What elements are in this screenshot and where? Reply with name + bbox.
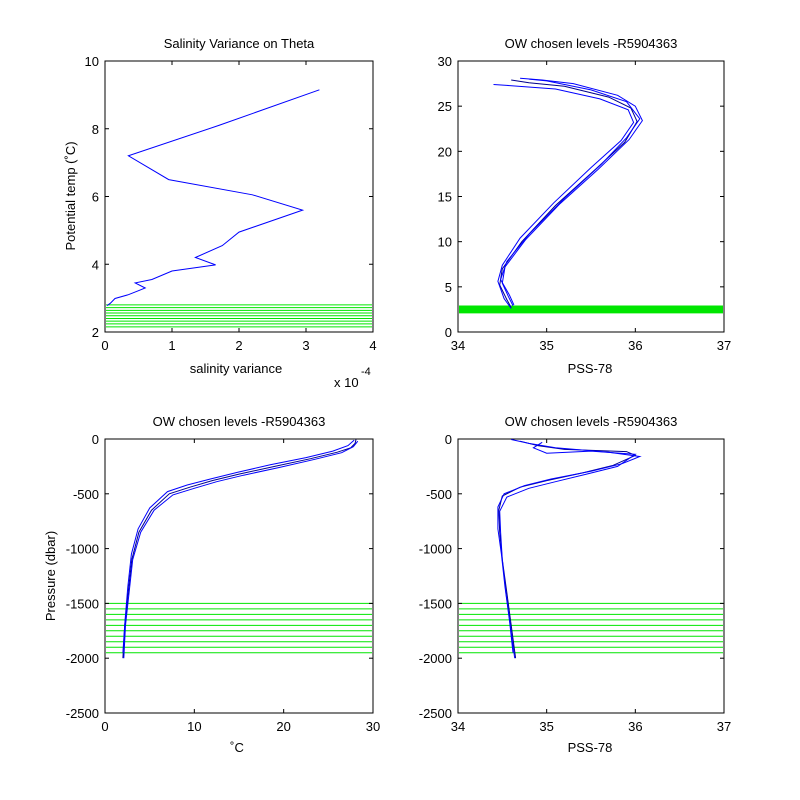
series-line — [499, 441, 637, 659]
x-tick-label: 3 — [302, 338, 309, 353]
y-tick-label: 15 — [438, 190, 452, 205]
x-tick-label: 2 — [235, 338, 242, 353]
x-tick-label: 36 — [628, 338, 642, 353]
series-line — [499, 79, 638, 308]
y-tick-label: 30 — [438, 54, 452, 69]
x-tick-label: 35 — [539, 338, 553, 353]
x-tick-label: 36 — [628, 719, 642, 734]
panel-2-xlabel: PSS-78 — [568, 361, 613, 376]
panel-1-plot-area — [106, 89, 372, 328]
panel-4-plot-area — [459, 439, 723, 659]
x-tick-label: 30 — [366, 719, 380, 734]
x-tick-label: 34 — [451, 719, 465, 734]
x-tick-label: 1 — [168, 338, 175, 353]
panel-3: 0 10 20 30 -2500 -2000 -1500 -1000 -500 0 OW chos… — [43, 414, 380, 755]
y-tick-label: -2000 — [66, 651, 99, 666]
y-tick-label: -500 — [426, 487, 452, 502]
y-tick-label: 6 — [92, 190, 99, 205]
y-tick-label: 10 — [85, 54, 99, 69]
panel-2-title: OW chosen levels -R5904363 — [505, 36, 678, 51]
panel-1-x-multiplier: x 10 — [334, 375, 359, 390]
series-line — [493, 84, 635, 309]
series-line — [500, 78, 641, 306]
y-tick-label: -2000 — [419, 651, 452, 666]
panel-1-frame — [104, 60, 374, 333]
y-tick-label: -500 — [73, 487, 99, 502]
panel-1-ticks: 0 1 2 3 4 2 4 6 8 10 — [85, 54, 377, 353]
panel-3-xlabel: ˚C — [230, 740, 244, 755]
panel-4-xlabel: PSS-78 — [568, 740, 613, 755]
panel-1: 0 1 2 3 4 2 4 6 8 10 Salinity Variance on Theta s… — [63, 36, 377, 390]
x-tick-label: 4 — [369, 338, 376, 353]
y-tick-label: -2500 — [419, 706, 452, 721]
series-line — [123, 440, 359, 659]
panel-2: 34 35 36 37 0 5 10 15 20 25 30 OW chosen levels -R… — [438, 36, 732, 376]
panel-1-title: Salinity Variance on Theta — [164, 36, 315, 51]
x-tick-label: 10 — [187, 719, 201, 734]
y-tick-label: 5 — [445, 280, 452, 295]
y-tick-label: 10 — [438, 235, 452, 250]
series-line — [106, 89, 320, 307]
series-line — [501, 77, 643, 307]
x-tick-label: 34 — [451, 338, 465, 353]
panel-3-plot-area — [106, 439, 372, 659]
x-tick-label: 37 — [717, 719, 731, 734]
x-tick-label: 0 — [101, 338, 108, 353]
panel-1-xlabel: salinity variance — [190, 361, 283, 376]
y-tick-label: -1000 — [66, 542, 99, 557]
y-tick-label: 20 — [438, 144, 452, 159]
panel-1-x-exponent: -4 — [361, 366, 371, 378]
panel-2-frame — [457, 60, 725, 333]
y-tick-label: 0 — [445, 432, 452, 447]
y-tick-label: 0 — [92, 432, 99, 447]
panel-3-ticks: 0 10 20 30 -2500 -2000 -1500 -1000 -500 0 — [66, 432, 380, 734]
x-tick-label: 20 — [276, 719, 290, 734]
y-tick-label: 8 — [92, 122, 99, 137]
y-tick-label: 4 — [92, 257, 99, 272]
x-tick-label: 35 — [539, 719, 553, 734]
panel-4-ticks: 34 35 36 37 -2500 -2000 -1500 -1000 -500 0 — [419, 432, 731, 734]
x-tick-label: 0 — [101, 719, 108, 734]
panel-2-ticks: 34 35 36 37 0 5 10 15 20 25 30 — [438, 54, 732, 353]
panel-3-title: OW chosen levels -R5904363 — [153, 414, 326, 429]
y-tick-label: -2500 — [66, 706, 99, 721]
y-tick-label: 2 — [92, 325, 99, 340]
y-tick-label: 25 — [438, 99, 452, 114]
series-line — [122, 439, 355, 653]
y-tick-label: -1000 — [419, 542, 452, 557]
panel-4-frame — [457, 438, 725, 714]
panel-4-title: OW chosen levels -R5904363 — [505, 414, 678, 429]
panel-3-frame — [104, 438, 374, 714]
panel-2-plot-area — [459, 77, 723, 314]
panel-3-ylabel: Pressure (dbar) — [43, 531, 58, 621]
y-tick-label: -1500 — [419, 596, 452, 611]
series-line — [122, 439, 357, 659]
y-tick-label: -1500 — [66, 596, 99, 611]
panel-1-ylabel: Potential temp (˚C) — [63, 141, 78, 250]
y-tick-label: 0 — [445, 325, 452, 340]
panel-4: 34 35 36 37 -2500 -2000 -1500 -1000 -500 0 OW cho… — [419, 414, 731, 755]
x-tick-label: 37 — [717, 338, 731, 353]
